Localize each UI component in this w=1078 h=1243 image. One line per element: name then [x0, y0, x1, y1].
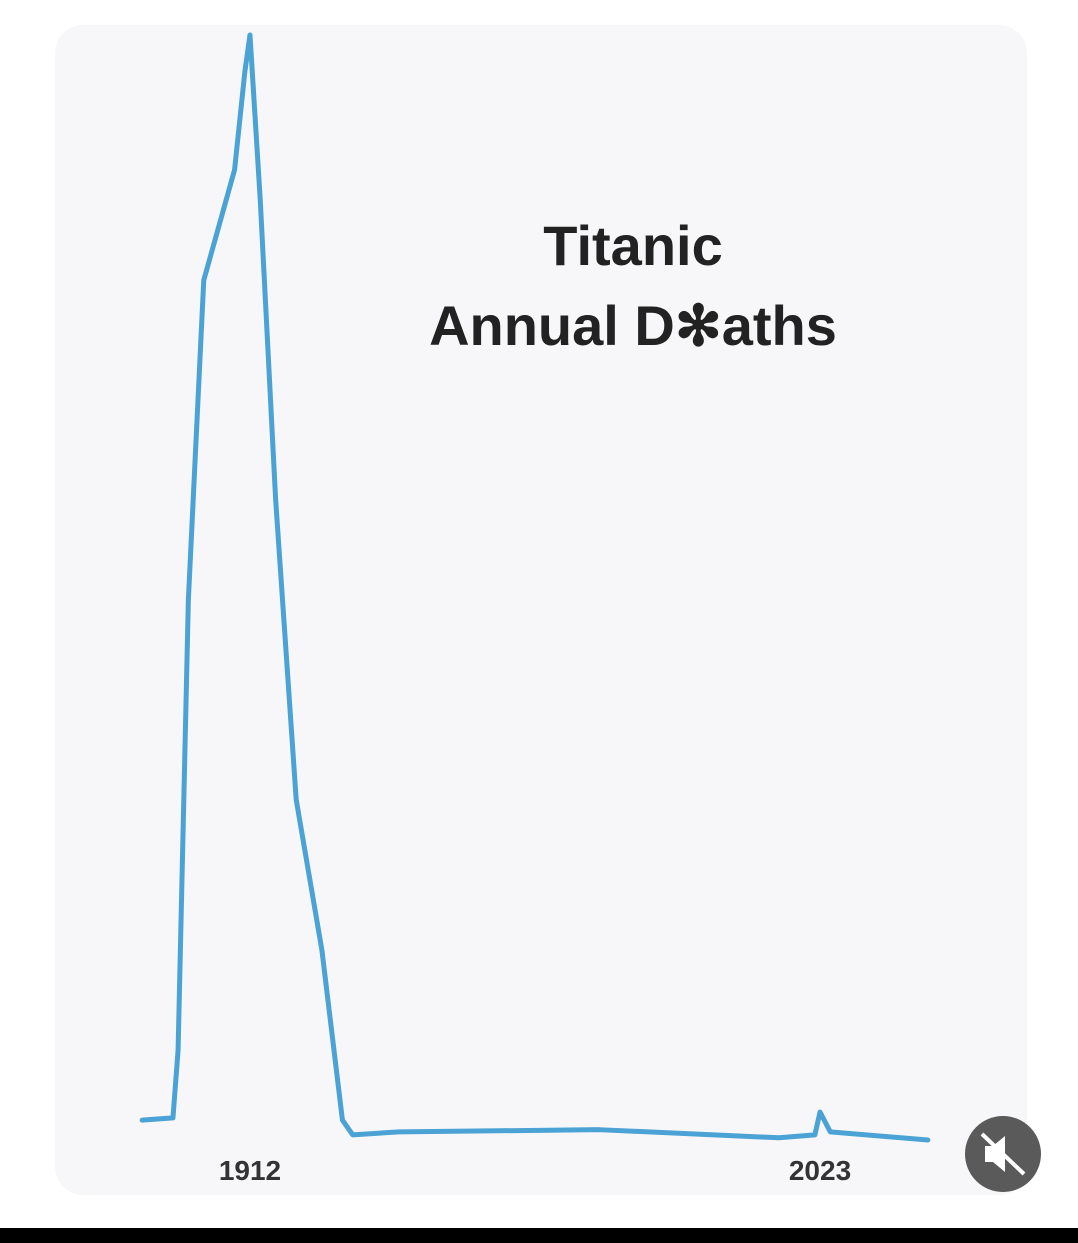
line [139, 32, 931, 1143]
title-line: Titanic [543, 214, 722, 277]
card [55, 25, 1027, 1195]
bottom-bar [0, 1228, 1078, 1243]
speaker-icon [985, 1136, 1005, 1172]
mute-button[interactable] [965, 1116, 1041, 1192]
x-tick-label: 1912 [219, 1155, 281, 1186]
x-tick-label: 2023 [789, 1155, 851, 1186]
title-line: Annual D✻aths [429, 294, 837, 357]
mute-slash [980, 1132, 1026, 1176]
